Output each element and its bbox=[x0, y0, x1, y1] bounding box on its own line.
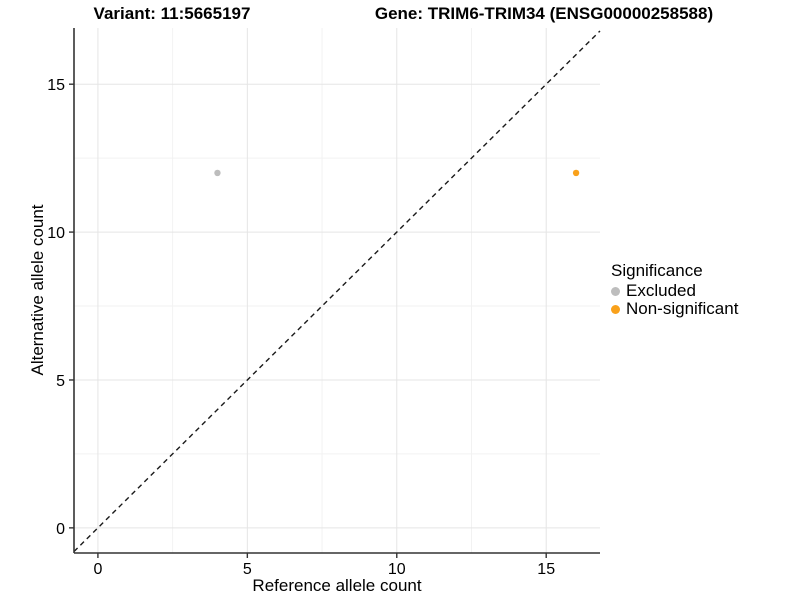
y-tick-label: 0 bbox=[56, 521, 65, 538]
y-axis-title: Alternative allele count bbox=[28, 204, 47, 376]
x-tick-label: 15 bbox=[537, 561, 555, 578]
x-tick-label: 0 bbox=[93, 561, 102, 578]
legend-item: Excluded bbox=[611, 282, 738, 300]
variant-title: Variant: 11:5665197 bbox=[93, 4, 251, 23]
identity-line bbox=[73, 30, 601, 553]
x-axis-title: Reference allele count bbox=[252, 576, 422, 595]
x-tick-label: 10 bbox=[388, 561, 406, 578]
legend-item-label: Non-significant bbox=[626, 299, 739, 318]
legend-item: Non-significant bbox=[611, 300, 738, 318]
x-tick-label: 5 bbox=[243, 561, 252, 578]
y-tick-label: 10 bbox=[47, 225, 65, 242]
y-tick-label: 5 bbox=[56, 373, 65, 390]
y-tick-label: 15 bbox=[47, 77, 65, 94]
legend: Significance Excluded Non-significant bbox=[611, 262, 738, 318]
data-point-non-significant bbox=[572, 169, 580, 177]
data-point-excluded bbox=[214, 169, 221, 177]
legend-dot-icon bbox=[611, 286, 620, 296]
legend-dot-icon bbox=[611, 304, 620, 314]
gene-title: Gene: TRIM6-TRIM34 (ENSG00000258588) bbox=[374, 4, 714, 23]
legend-title: Significance bbox=[611, 261, 703, 280]
legend-item-label: Excluded bbox=[626, 281, 696, 300]
